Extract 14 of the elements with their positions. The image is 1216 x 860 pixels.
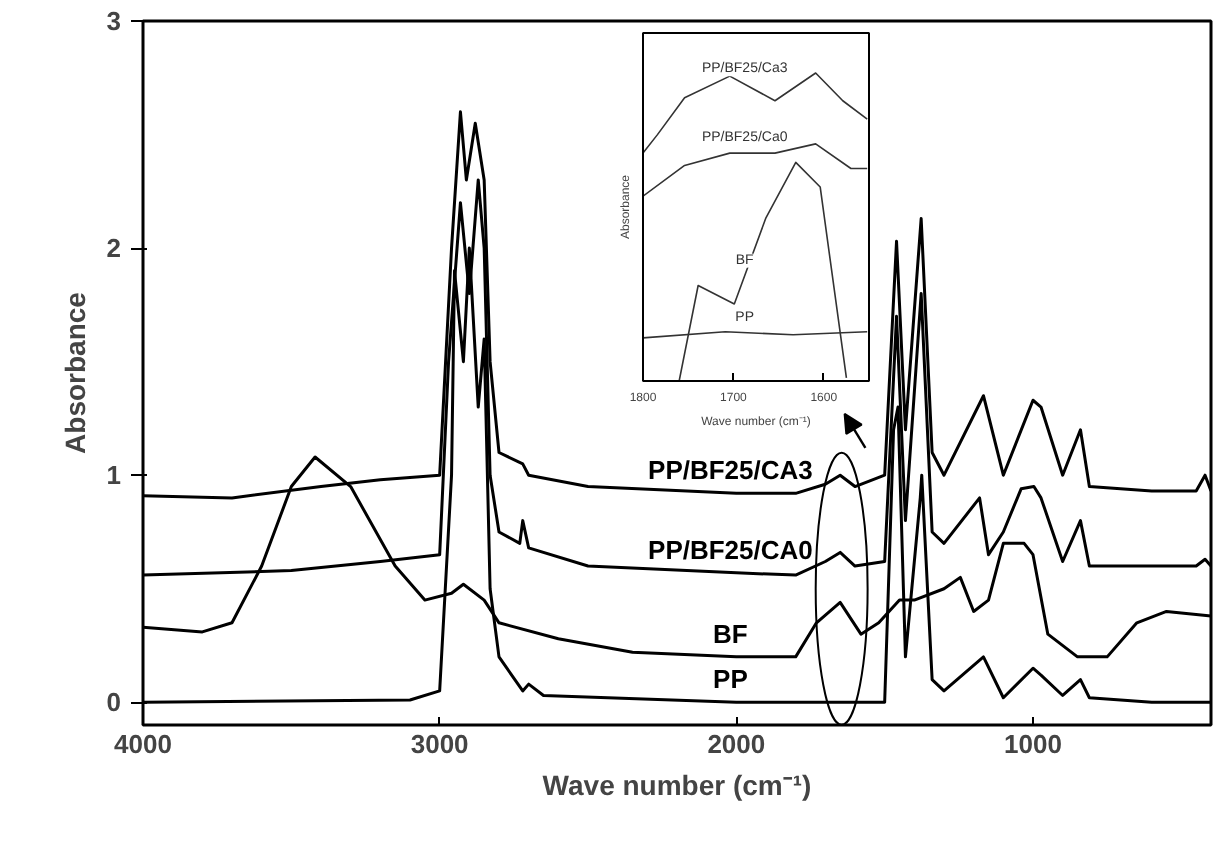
x-tick-label: 2000 <box>707 729 766 759</box>
y-tick-label: 0 <box>106 687 122 718</box>
y-tick-label: 3 <box>106 6 122 36</box>
series-label: PP <box>713 664 749 695</box>
series-label: PP/BF25/CA0 <box>648 534 813 565</box>
x-axis-title: Wave number (cm⁻¹) <box>542 769 812 801</box>
x-tick-label: 3000 <box>410 729 469 759</box>
series-label: PP/BF25/CA3 <box>648 455 813 486</box>
y-axis-title: Absorbance <box>58 291 91 454</box>
x-tick-label: 1000 <box>1004 729 1062 759</box>
x-tick-label: 4000 <box>114 729 172 759</box>
y-tick-label: 1 <box>106 460 122 491</box>
series-label: BF <box>713 618 748 649</box>
y-tick-label: 2 <box>106 233 122 264</box>
